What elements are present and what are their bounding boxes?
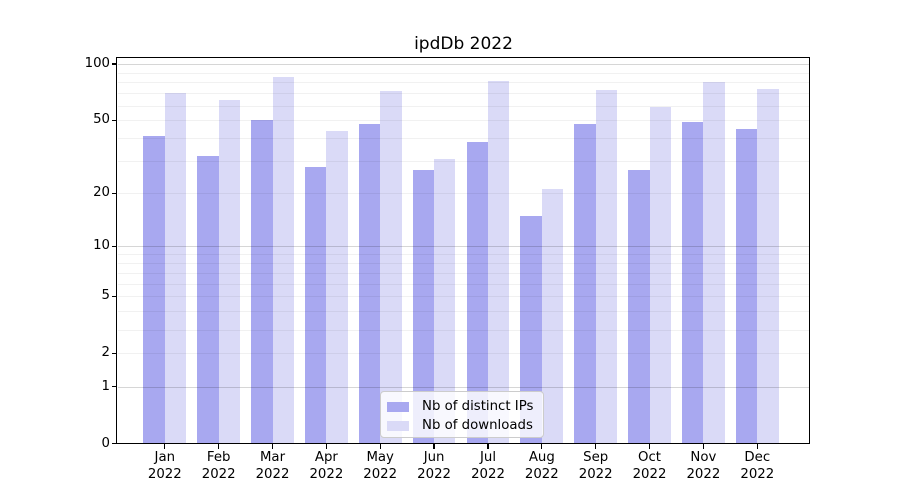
x-tick: [325, 443, 328, 449]
x-tick: [164, 443, 166, 449]
y-tick-label: 5: [101, 288, 110, 304]
x-tick: [433, 443, 435, 449]
x-tick: [541, 443, 543, 449]
x-tick: [271, 443, 274, 449]
x-tick-label-nov: Nov 2022: [686, 450, 721, 482]
x-tick-label-apr: Apr 2022: [309, 450, 344, 482]
y-tick-label: 2: [101, 345, 110, 361]
legend-item-distinct-ips: Nb of distinct IPs: [387, 398, 543, 415]
legend-label-distinct-ips: Nb of distinct IPs: [422, 399, 534, 414]
y-tick-label: 1: [101, 378, 110, 394]
x-tick-label-aug: Aug 2022: [524, 450, 559, 482]
y-tick-label: 50: [93, 112, 110, 128]
x-tick: [218, 443, 220, 449]
legend-swatch-distinct-ips: [387, 401, 409, 412]
x-tick-label-jun: Jun 2022: [417, 450, 452, 482]
y-tick-label: 100: [84, 56, 110, 72]
plot-frame: [116, 57, 810, 444]
x-tick: [595, 443, 597, 449]
y-tick-label: 20: [93, 185, 110, 201]
x-tick: [702, 443, 705, 449]
legend: Nb of distinct IPs Nb of downloads: [380, 391, 544, 438]
y-tick-label: 10: [93, 238, 110, 254]
x-tick: [379, 443, 381, 449]
chart-title: ipdDb 2022: [414, 34, 513, 54]
legend-label-downloads: Nb of downloads: [422, 418, 533, 433]
x-tick-label-jul: Jul 2022: [471, 450, 505, 482]
x-tick-label-jan: Jan 2022: [147, 450, 182, 482]
x-tick-label-dec: Dec 2022: [740, 450, 775, 482]
x-tick-label-sep: Sep 2022: [578, 450, 613, 482]
x-tick-label-may: May 2022: [363, 450, 398, 482]
x-tick-label-oct: Oct 2022: [632, 450, 667, 482]
legend-item-downloads: Nb of downloads: [387, 417, 543, 434]
x-tick: [756, 443, 758, 449]
y-tick-label: 0: [101, 435, 110, 451]
x-tick-label-feb: Feb 2022: [201, 450, 236, 482]
x-tick-label-mar: Mar 2022: [255, 450, 290, 482]
x-tick: [648, 443, 651, 449]
legend-swatch-downloads: [387, 420, 409, 431]
x-tick: [487, 443, 489, 449]
